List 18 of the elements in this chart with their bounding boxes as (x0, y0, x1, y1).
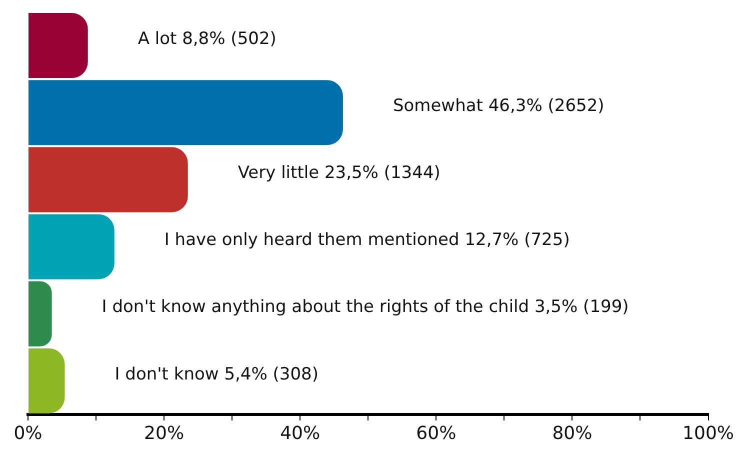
category-label: A lot 8,8% (502) (138, 28, 276, 49)
category-label: I don't know anything about the rights of the child 3,5% (199) (102, 297, 629, 318)
bar (28, 147, 188, 212)
category-label: I don't know 5,4% (308) (114, 364, 318, 384)
category-label: Somewhat 46,3% (2652) (392, 96, 604, 116)
bar (28, 214, 114, 280)
bar (28, 13, 88, 78)
bar (28, 80, 343, 146)
bar (28, 348, 65, 414)
x-tick-label: 0% (14, 422, 42, 444)
category-label: I have only heard them mentioned 12,7% (725) (164, 230, 570, 250)
x-tick-label: 80% (552, 422, 592, 444)
x-tick-label: 100% (682, 422, 734, 444)
x-tick-label: 20% (144, 422, 184, 444)
x-tick-label: 40% (280, 422, 320, 444)
x-tick-label: 60% (416, 422, 456, 444)
bar (28, 281, 52, 346)
category-label: Very little 23,5% (1344) (238, 163, 440, 184)
